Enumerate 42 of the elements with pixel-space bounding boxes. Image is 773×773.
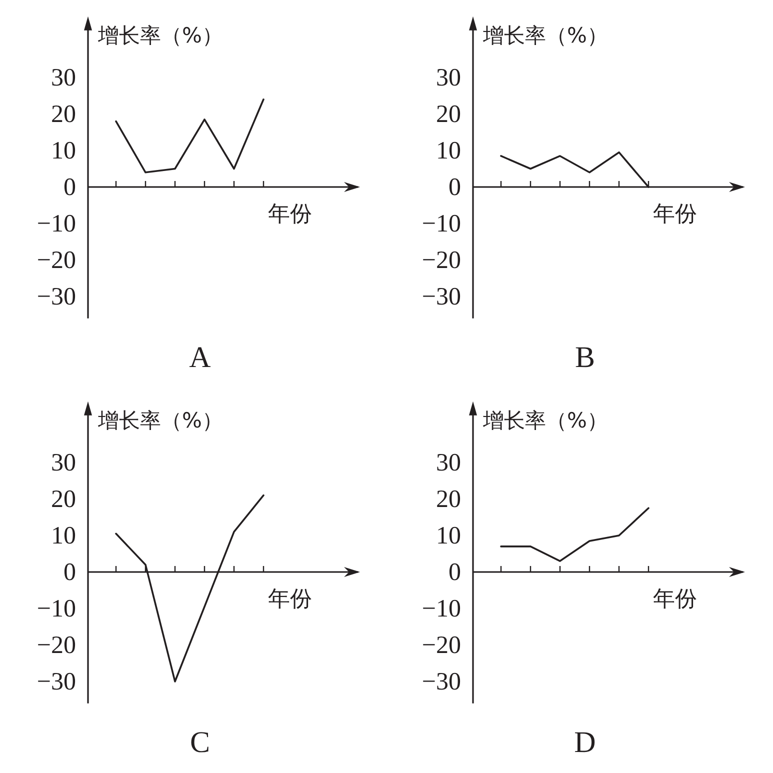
- y-tick-label: −20: [36, 247, 76, 274]
- y-tick-label: 20: [51, 486, 76, 513]
- y-tick-label: −20: [422, 632, 461, 659]
- y-tick-label: 30: [51, 450, 76, 476]
- y-tick-label: 30: [436, 450, 461, 476]
- y-tick-label: −30: [36, 284, 76, 310]
- y-tick-label: 20: [436, 486, 461, 513]
- y-tick-label: 0: [64, 174, 76, 201]
- y-tick-label: −10: [36, 210, 76, 238]
- y-axis-title: 增长率（%）: [482, 408, 608, 432]
- line-series: [500, 507, 650, 562]
- x-axis-title: 年份: [653, 202, 697, 227]
- x-axis-title: 年份: [653, 587, 697, 612]
- y-tick-label: 0: [448, 559, 461, 586]
- x-axis-title: 年份: [268, 202, 312, 227]
- y-tick-label: −10: [422, 210, 461, 238]
- x-axis-title: 年份: [268, 587, 312, 612]
- y-tick-label: 0: [64, 559, 76, 586]
- y-tick-label: 20: [436, 101, 461, 128]
- text: D: [574, 726, 596, 759]
- y-tick-label: 20: [51, 101, 76, 128]
- y-tick-label: −30: [422, 284, 461, 310]
- y-tick-label: 10: [436, 138, 461, 164]
- y-tick-label: −30: [36, 668, 76, 696]
- y-axis-title: 增长率（%）: [482, 23, 608, 48]
- y-tick-label: 10: [51, 138, 76, 164]
- y-tick-label: 10: [436, 522, 461, 550]
- y-tick-label: −20: [422, 247, 461, 274]
- text: B: [574, 341, 596, 374]
- y-tick-label: −10: [422, 596, 461, 622]
- y-axis-title: 增长率（%）: [97, 23, 223, 48]
- y-tick-label: 10: [51, 522, 76, 550]
- text: C: [190, 726, 210, 759]
- y-axis-title: 增长率（%）: [97, 408, 223, 432]
- line-series: [115, 98, 264, 174]
- y-tick-label: −30: [422, 668, 461, 696]
- text: A: [189, 341, 212, 374]
- y-tick-label: 0: [448, 174, 461, 201]
- y-tick-label: −20: [36, 632, 76, 659]
- y-tick-label: 30: [436, 64, 461, 92]
- y-tick-label: 30: [51, 64, 76, 92]
- y-tick-label: −10: [36, 596, 76, 622]
